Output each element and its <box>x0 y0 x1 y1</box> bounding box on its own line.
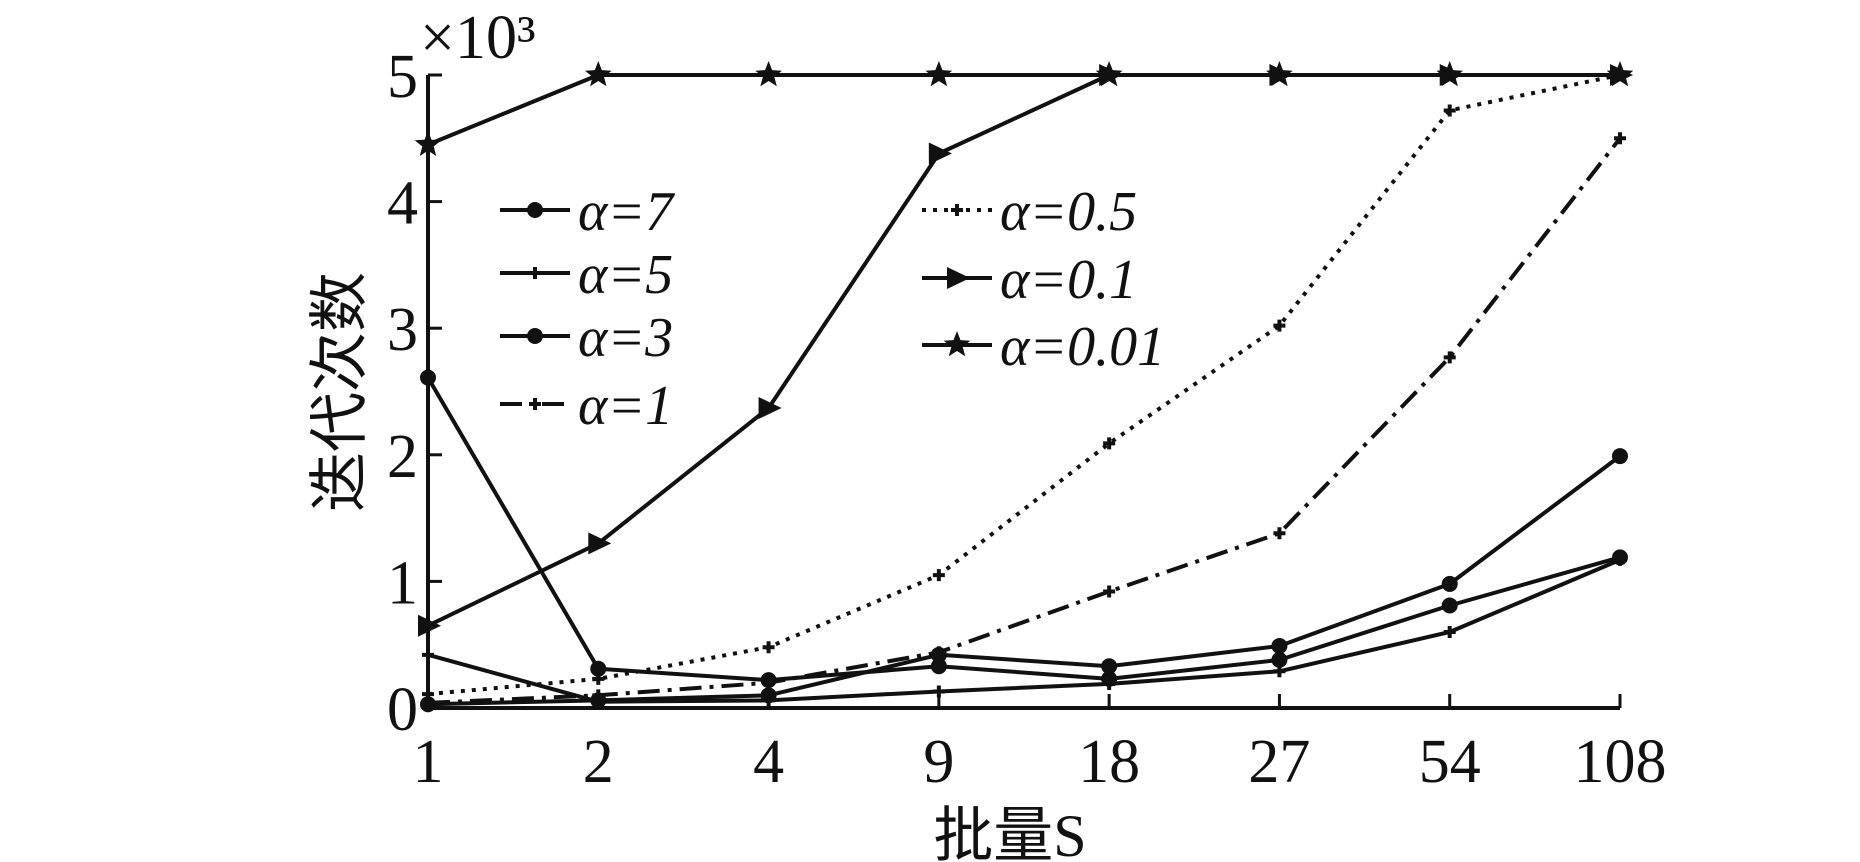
series <box>422 69 1626 701</box>
data-point <box>762 641 775 654</box>
x-tick-label: 2 <box>583 728 614 796</box>
series-line <box>426 376 1621 683</box>
data-point <box>422 688 434 701</box>
data-point <box>422 648 434 661</box>
x-axis-title: 批量S <box>933 803 1086 862</box>
series-line <box>427 73 1620 147</box>
data-point <box>1266 61 1293 87</box>
data-point <box>1443 104 1456 117</box>
data-point <box>418 614 441 637</box>
data-point <box>1103 437 1116 450</box>
y-tick-label: 5 <box>387 43 418 111</box>
legend-item: α=0.01 <box>922 316 1165 378</box>
data-point <box>1271 651 1288 668</box>
data-point <box>585 61 612 87</box>
data-point <box>947 267 970 289</box>
x-tick-label: 4 <box>753 728 784 796</box>
data-point <box>1271 637 1288 654</box>
legend-label: α=5 <box>578 244 673 306</box>
y-axis-title: 迭代次数 <box>307 272 373 512</box>
y-tick-label: 0 <box>387 676 418 744</box>
y-tick-label: 3 <box>387 296 418 364</box>
data-point <box>1101 658 1118 675</box>
y-tick-label: 1 <box>387 549 418 617</box>
data-point <box>527 328 543 344</box>
data-point <box>1612 448 1628 465</box>
legend-item: α=7 <box>500 181 675 243</box>
data-point <box>932 569 945 582</box>
data-point <box>930 658 947 675</box>
legend: α=7α=5α=3α=1 α=0.5α=0.1α=0.01 <box>500 181 1165 437</box>
data-point <box>758 396 782 419</box>
data-point <box>1612 549 1628 566</box>
series <box>414 61 1634 156</box>
legend-label: α=0.1 <box>1000 249 1137 311</box>
legend-item: α=1 <box>500 375 673 437</box>
x-tick-label: 27 <box>1248 728 1310 796</box>
y-multiplier: ×10³ <box>420 4 536 72</box>
x-tick-label: 108 <box>1574 728 1667 796</box>
x-tick-label: 18 <box>1078 728 1140 796</box>
y-tick-label: 2 <box>387 423 418 491</box>
y-tick-label: 4 <box>387 170 418 238</box>
data-point <box>420 369 436 386</box>
plot-axes <box>426 75 1620 710</box>
data-point <box>1095 61 1123 87</box>
x-ticks: 1 2 4 9 18 27 54 108 <box>413 694 1667 796</box>
legend-label: α=7 <box>578 181 675 243</box>
data-point <box>1273 527 1286 540</box>
data-point <box>943 331 971 357</box>
data-point <box>932 646 945 659</box>
data-point <box>755 61 782 87</box>
series-line <box>427 454 1622 707</box>
data-point <box>1436 61 1463 87</box>
y-ticks: 0 1 2 3 4 5 <box>387 43 442 744</box>
series-line <box>427 558 1621 704</box>
data-point <box>762 694 775 707</box>
data-point <box>592 689 605 702</box>
data-point <box>414 130 442 156</box>
x-tick-label: 9 <box>923 728 954 796</box>
series <box>422 553 1626 708</box>
data-point <box>588 532 612 555</box>
data-point <box>1273 319 1286 332</box>
data-point <box>1101 670 1118 687</box>
data-point <box>1441 575 1458 592</box>
legend-label: α=1 <box>578 375 673 437</box>
data-point <box>1606 61 1634 87</box>
legend-item: α=0.1 <box>922 249 1137 311</box>
legend-item: α=3 <box>500 307 673 369</box>
legend-label: α=3 <box>578 307 673 369</box>
legend-item: α=0.5 <box>922 181 1137 243</box>
data-point <box>1103 585 1116 598</box>
data-point <box>1443 626 1456 639</box>
series-layer <box>414 61 1634 713</box>
legend-label: α=0.01 <box>1000 316 1165 378</box>
data-point <box>1443 351 1456 364</box>
series <box>422 132 1626 709</box>
series-line <box>427 137 1622 705</box>
data-point <box>762 676 775 689</box>
data-point <box>925 61 953 87</box>
data-point <box>932 685 945 698</box>
data-point <box>590 660 607 677</box>
legend-label: α=0.5 <box>1000 181 1137 243</box>
data-point <box>1614 132 1626 145</box>
x-tick-label: 54 <box>1419 728 1481 796</box>
data-point <box>529 398 541 410</box>
data-point <box>1441 597 1458 614</box>
data-point <box>951 204 963 216</box>
x-tick-label: 1 <box>413 728 444 796</box>
data-point <box>529 267 541 279</box>
data-point <box>928 142 952 165</box>
legend-item: α=5 <box>500 244 673 306</box>
data-point <box>527 202 543 218</box>
data-point <box>592 672 605 685</box>
series-line <box>427 73 1621 697</box>
